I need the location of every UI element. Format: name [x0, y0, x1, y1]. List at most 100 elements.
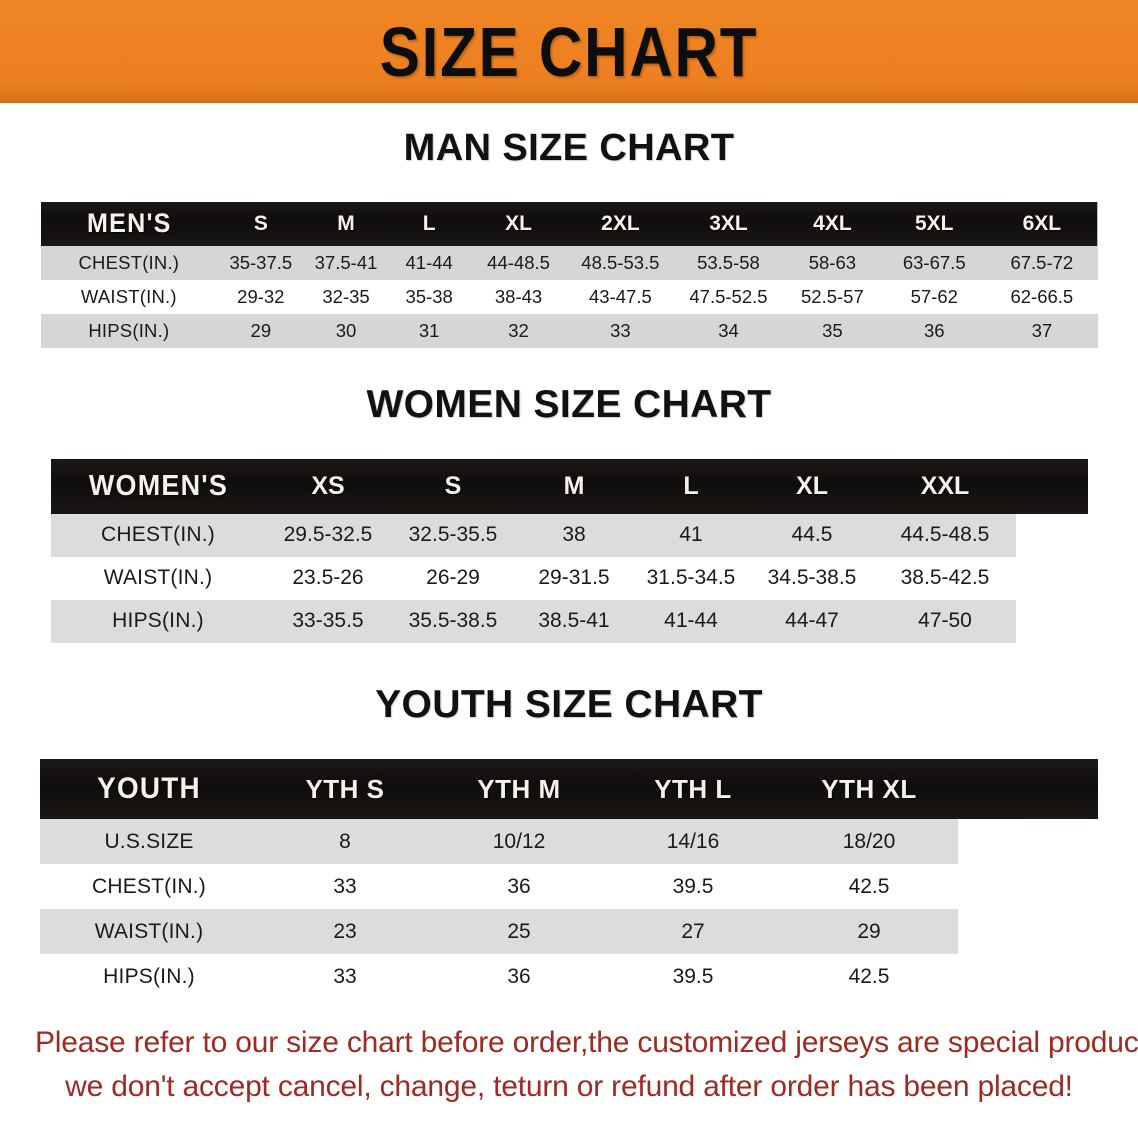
youth-chest-l: 39.5 — [672, 874, 714, 898]
women-hips-l: 41-44 — [664, 609, 718, 633]
man-hips-3xl: 34 — [718, 319, 739, 341]
man-row-label-hips: HIPS(IN.) — [88, 319, 170, 341]
youth-row-label-hips: HIPS(IN.) — [103, 964, 195, 988]
women-col-header-s: S — [444, 471, 462, 500]
women-col-header-xs: XS — [311, 471, 345, 500]
man-waist-m: 32-35 — [322, 285, 370, 307]
women-waist-xs: 23.5-26 — [292, 566, 364, 590]
table-row: HIPS(IN.) 33-35.5 35.5-38.5 38.5-41 41-4… — [50, 599, 1088, 643]
women-row-label-hips: HIPS(IN.) — [112, 609, 204, 633]
youth-header-row: YOUTH YTH S YTH M YTH L YTH XL — [40, 759, 1098, 820]
man-waist-l: 35-38 — [405, 285, 453, 307]
women-row-label-chest: CHEST(IN.) — [101, 523, 215, 547]
man-hips-m: 30 — [335, 319, 357, 341]
women-waist-spacer — [1015, 556, 1088, 600]
man-chest-5xl: 63-67.5 — [902, 251, 966, 273]
women-waist-l: 31.5-34.5 — [646, 566, 736, 590]
man-waist-5xl: 57-62 — [910, 285, 958, 307]
youth-hips-s: 33 — [333, 964, 357, 988]
youth-ussize-l: 14/16 — [666, 829, 720, 853]
table-row: CHEST(IN.) 33 36 39.5 42.5 — [40, 864, 1098, 910]
women-row-label-waist: WAIST(IN.) — [103, 566, 213, 590]
table-row: HIPS(IN.) 29 30 31 32 33 34 35 36 37 — [40, 313, 1098, 348]
man-waist-xl: 38-43 — [494, 285, 543, 307]
women-col-header-l: L — [683, 471, 699, 500]
youth-col-header-xl: YTH XL — [821, 773, 917, 804]
order-policy-note-line2: we don't accept cancel, change, teturn o… — [65, 1069, 1073, 1103]
youth-section-title: YOUTH SIZE CHART — [375, 682, 763, 726]
women-col-header-xxl: XXL — [920, 471, 970, 500]
man-waist-2xl: 43-47.5 — [589, 285, 652, 307]
women-chest-l: 41 — [679, 523, 703, 547]
youth-row-label-ussize: U.S.SIZE — [104, 829, 194, 853]
women-hips-spacer — [1015, 599, 1088, 643]
youth-ussize-spacer — [958, 819, 1098, 865]
page-banner: SIZE CHART — [0, 0, 1138, 103]
order-policy-note-line1: Please refer to our size chart before or… — [35, 1026, 1138, 1060]
man-col-header-s: S — [253, 211, 268, 235]
women-hips-s: 35.5-38.5 — [408, 609, 498, 633]
women-brand-header: WOMEN'S — [88, 469, 228, 502]
women-hips-xxl: 47-50 — [918, 609, 972, 633]
man-col-header-l: L — [422, 211, 436, 235]
youth-size-table: YOUTH YTH S YTH M YTH L YTH XL U.S.SIZE … — [40, 759, 1098, 1000]
youth-hips-l: 39.5 — [672, 964, 714, 988]
youth-waist-s: 23 — [333, 919, 357, 943]
table-row: WAIST(IN.) 23.5-26 26-29 29-31.5 31.5-34… — [50, 556, 1088, 600]
women-col-header-m: M — [563, 471, 585, 500]
man-row-label-waist: WAIST(IN.) — [80, 285, 177, 307]
man-chest-l: 41-44 — [405, 251, 453, 273]
youth-waist-l: 27 — [681, 919, 705, 943]
man-col-header-xl: XL — [505, 211, 532, 235]
page-title: SIZE CHART — [379, 12, 759, 91]
women-chest-xxl: 44.5-48.5 — [900, 523, 990, 547]
man-col-header-m: M — [337, 211, 355, 235]
man-chest-s: 35-37.5 — [229, 251, 293, 273]
women-section-title: WOMEN SIZE CHART — [366, 382, 772, 426]
man-chest-xl: 44-48.5 — [487, 251, 550, 273]
man-waist-s: 29-32 — [237, 285, 285, 307]
table-row: WAIST(IN.) 29-32 32-35 35-38 38-43 43-47… — [40, 279, 1098, 314]
man-hips-s: 29 — [250, 319, 272, 341]
women-waist-xl: 34.5-38.5 — [767, 566, 857, 590]
youth-chest-m: 36 — [507, 874, 531, 898]
women-chest-xs: 29.5-32.5 — [283, 523, 373, 547]
youth-hips-xl: 42.5 — [848, 964, 890, 988]
women-header-spacer — [1016, 459, 1088, 514]
table-row: CHEST(IN.) 35-37.5 37.5-41 41-44 44-48.5… — [40, 245, 1098, 280]
man-section-title: MAN SIZE CHART — [403, 127, 735, 169]
man-waist-4xl: 52.5-57 — [801, 285, 864, 307]
man-chest-3xl: 53.5-58 — [697, 251, 760, 273]
man-size-table: MEN'S S M L XL 2XL 3XL 4XL 5XL 6XL CHEST… — [40, 201, 1098, 348]
women-header-row: WOMEN'S XS S M L XL XXL — [50, 458, 1088, 514]
man-hips-4xl: 35 — [822, 319, 843, 341]
women-chest-xl: 44.5 — [791, 523, 833, 547]
women-hips-xs: 33-35.5 — [292, 609, 364, 633]
women-chest-s: 32.5-35.5 — [408, 523, 498, 547]
youth-ussize-s: 8 — [339, 829, 351, 853]
youth-ussize-m: 10/12 — [492, 829, 546, 853]
man-chest-4xl: 58-63 — [808, 251, 857, 273]
man-header-row: MEN'S S M L XL 2XL 3XL 4XL 5XL 6XL — [40, 201, 1098, 246]
man-chest-m: 37.5-41 — [314, 251, 378, 273]
man-waist-6xl: 62-66.5 — [1010, 285, 1074, 307]
youth-waist-xl: 29 — [857, 919, 881, 943]
youth-hips-spacer — [958, 954, 1098, 1000]
youth-row-label-waist: WAIST(IN.) — [94, 919, 204, 943]
youth-size-table-wrap: YOUTH YTH S YTH M YTH L YTH XL U.S.SIZE … — [40, 759, 1098, 1000]
women-hips-xl: 44-47 — [785, 609, 839, 633]
women-size-table: WOMEN'S XS S M L XL XXL CHEST(IN.) 29.5-… — [50, 458, 1088, 643]
women-col-header-xl: XL — [796, 471, 828, 500]
youth-chest-xl: 42.5 — [848, 874, 890, 898]
youth-ussize-xl: 18/20 — [842, 829, 896, 853]
man-hips-6xl: 37 — [1031, 319, 1053, 341]
youth-row-label-chest: CHEST(IN.) — [92, 874, 206, 898]
women-size-table-wrap: WOMEN'S XS S M L XL XXL CHEST(IN.) 29.5-… — [50, 458, 1088, 643]
table-row: U.S.SIZE 8 10/12 14/16 18/20 — [40, 819, 1098, 865]
man-col-header-2xl: 2XL — [601, 211, 640, 235]
man-row-label-chest: CHEST(IN.) — [78, 251, 180, 273]
table-row: CHEST(IN.) 29.5-32.5 32.5-35.5 38 41 44.… — [50, 513, 1088, 557]
women-waist-m: 29-31.5 — [538, 566, 610, 590]
man-hips-l: 31 — [418, 319, 440, 341]
man-hips-xl: 32 — [508, 319, 529, 341]
